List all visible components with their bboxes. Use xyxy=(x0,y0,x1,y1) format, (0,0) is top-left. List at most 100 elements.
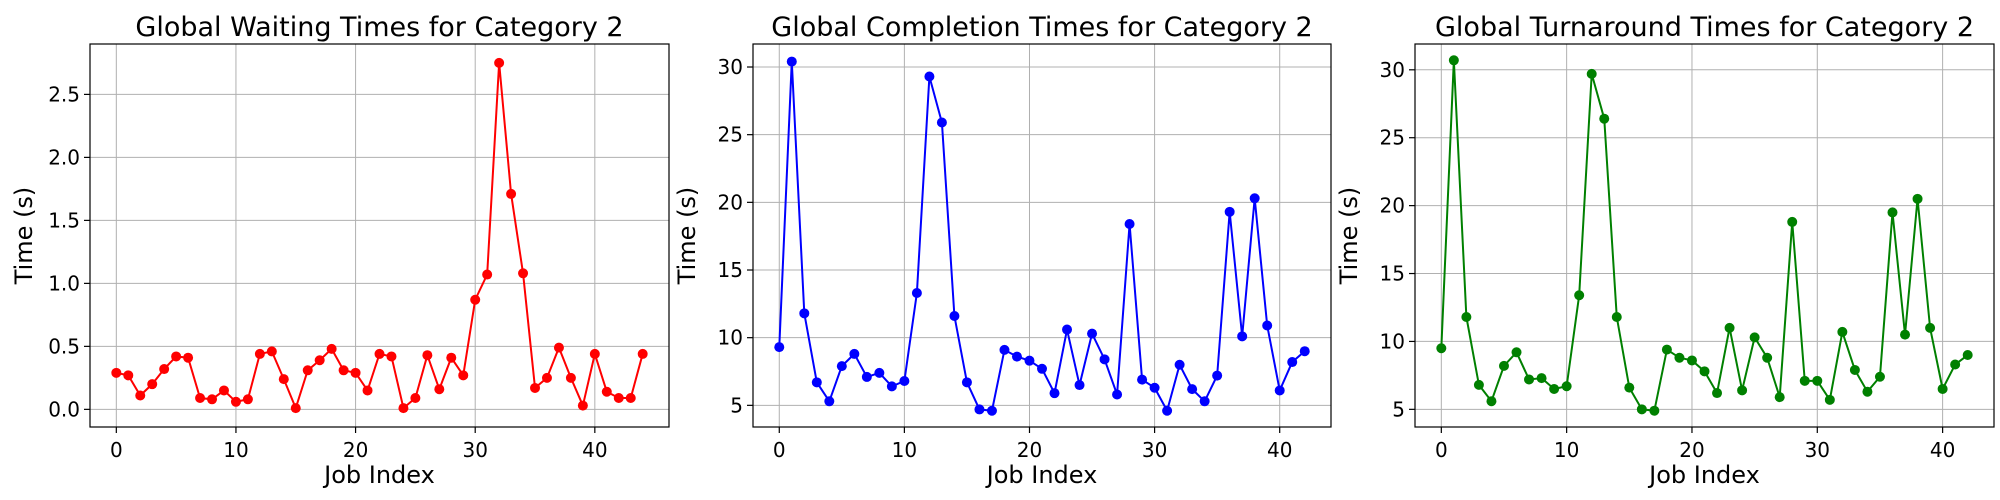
data-point xyxy=(207,394,218,405)
x-tick-label: 30 xyxy=(1142,438,1167,462)
y-tick-label: 1.5 xyxy=(48,208,80,232)
data-point xyxy=(494,57,505,68)
data-point xyxy=(589,348,600,359)
data-point xyxy=(1448,55,1459,66)
y-tick-label: 0.5 xyxy=(48,334,80,358)
data-point xyxy=(123,370,134,381)
chart-title: Global Waiting Times for Category 2 xyxy=(135,12,623,43)
x-tick-label: 20 xyxy=(1017,438,1042,462)
data-point xyxy=(625,393,636,404)
data-point xyxy=(254,348,265,359)
x-tick-label: 10 xyxy=(892,438,917,462)
data-point xyxy=(1611,311,1622,322)
data-point xyxy=(1962,350,1973,361)
y-tick-label: 5 xyxy=(730,393,743,417)
data-point xyxy=(553,342,564,353)
y-tick-label: 10 xyxy=(1380,329,1405,353)
data-point xyxy=(1162,405,1173,416)
data-point xyxy=(446,352,457,363)
x-tick-label: 0 xyxy=(773,438,786,462)
x-tick-label: 40 xyxy=(1930,438,1955,462)
data-point xyxy=(1574,290,1585,301)
data-point xyxy=(613,393,624,404)
data-point xyxy=(1724,322,1735,333)
y-tick-label: 25 xyxy=(1380,126,1405,150)
data-point xyxy=(362,385,373,396)
data-point xyxy=(386,351,397,362)
data-point xyxy=(1849,364,1860,375)
series-line xyxy=(778,61,1306,414)
y-tick-label: 0.0 xyxy=(48,397,80,421)
data-point xyxy=(999,344,1010,355)
data-point xyxy=(824,396,835,407)
data-point xyxy=(1686,355,1697,366)
y-tick-label: 20 xyxy=(1380,194,1405,218)
data-point xyxy=(1498,360,1509,371)
data-point xyxy=(1712,388,1723,399)
y-tick-label: 2.5 xyxy=(48,82,80,106)
x-tick-label: 10 xyxy=(223,438,248,462)
data-point xyxy=(147,379,158,390)
data-point xyxy=(470,294,481,305)
chart-title: Global Completion Times for Category 2 xyxy=(771,12,1312,43)
data-point xyxy=(111,367,122,378)
data-point xyxy=(924,71,935,82)
data-point xyxy=(1274,385,1285,396)
data-point xyxy=(1262,320,1273,331)
data-point xyxy=(637,348,648,359)
data-point xyxy=(1024,355,1035,366)
data-point xyxy=(861,371,872,382)
data-point xyxy=(1212,370,1223,381)
data-point xyxy=(1586,68,1597,79)
data-point xyxy=(434,384,445,395)
y-tick-label: 1.0 xyxy=(48,271,80,295)
data-point xyxy=(530,382,541,393)
data-point xyxy=(326,343,337,354)
data-point xyxy=(1561,381,1572,392)
data-point xyxy=(1436,343,1447,354)
data-point xyxy=(1237,331,1248,342)
x-tick-label: 30 xyxy=(1805,438,1830,462)
data-point xyxy=(1287,357,1298,368)
x-tick-label: 40 xyxy=(582,438,607,462)
data-point xyxy=(1112,389,1123,400)
data-point xyxy=(458,370,469,381)
data-point xyxy=(410,393,421,404)
data-point xyxy=(886,381,897,392)
x-tick-label: 30 xyxy=(462,438,487,462)
data-point xyxy=(1599,113,1610,124)
data-point xyxy=(1187,384,1198,395)
data-point xyxy=(338,365,349,376)
y-tick-label: 5 xyxy=(1392,397,1405,421)
data-point xyxy=(1461,311,1472,322)
data-point xyxy=(1824,394,1835,405)
data-point xyxy=(1536,373,1547,384)
data-point xyxy=(183,352,194,363)
chart-title: Global Turnaround Times for Category 2 xyxy=(1435,12,1974,43)
data-point xyxy=(1674,352,1685,363)
data-point xyxy=(290,403,301,414)
data-point xyxy=(786,56,797,67)
y-axis-label: Time (s) xyxy=(10,187,38,286)
data-point xyxy=(1049,388,1060,399)
data-point xyxy=(242,394,253,405)
data-point xyxy=(899,375,910,386)
data-point xyxy=(949,311,960,322)
data-point xyxy=(1249,193,1260,204)
data-point xyxy=(1661,344,1672,355)
chart-panel: 0 10 20 30 40 5 10 15 20 25 30 Global Turnaround Ti… xyxy=(1335,12,1995,489)
data-point xyxy=(1925,322,1936,333)
data-point xyxy=(1649,405,1660,416)
y-tick-label: 10 xyxy=(718,326,743,350)
data-point xyxy=(774,342,785,353)
x-tick-label: 20 xyxy=(343,438,368,462)
data-point xyxy=(1037,363,1047,374)
data-point xyxy=(577,400,588,411)
data-point xyxy=(1749,332,1760,343)
y-tick-label: 20 xyxy=(718,190,743,214)
plot-frame xyxy=(1414,43,1995,428)
data-point xyxy=(314,355,325,366)
data-point xyxy=(1887,207,1898,218)
data-point xyxy=(1874,371,1885,382)
